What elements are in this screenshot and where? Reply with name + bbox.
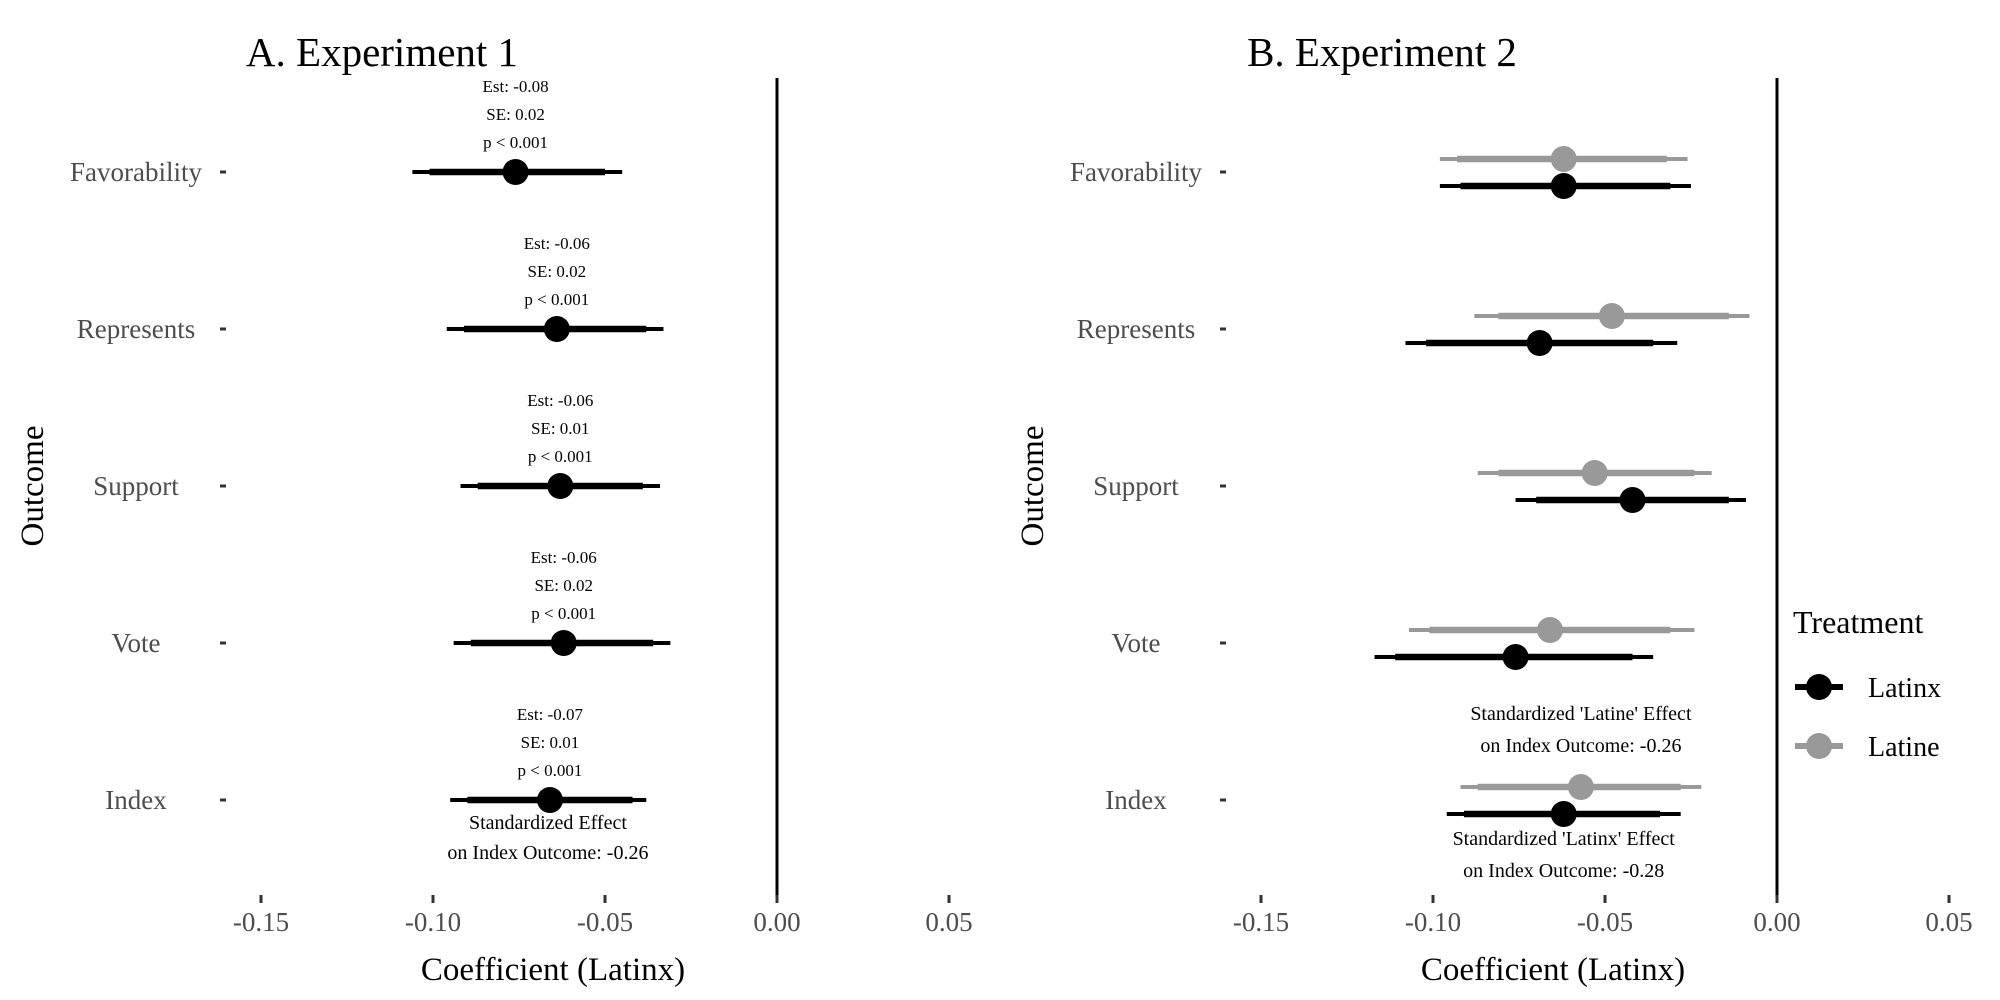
- legend-key-point-latine: [1806, 733, 1832, 759]
- x-tick-label-0-15: -0.15: [1233, 907, 1289, 937]
- y-tick-label-support: Support: [93, 471, 179, 501]
- x-tick-label-0-05: -0.05: [577, 907, 633, 937]
- panel-experiment-2: B. Experiment 2 Outcome Coefficient (Lat…: [1015, 29, 1973, 988]
- annotation-index-line-2: SE: 0.01: [521, 733, 580, 752]
- latine-standardized-note-line-2: on Index Outcome: -0.26: [1480, 735, 1681, 757]
- panel-experiment-1: A. Experiment 1 Outcome Coefficient (Lat…: [15, 29, 973, 988]
- annotation-support-line-1: Est: -0.06: [527, 391, 593, 410]
- annotation-favorability-line-1: Est: -0.08: [483, 77, 549, 96]
- y-tick-label-index: Index: [105, 785, 167, 815]
- point-estimate-latinx-support: [547, 473, 574, 499]
- point-estimate-latine-index: [1567, 774, 1594, 800]
- panel-b-x-axis-title: Coefficient (Latinx): [1421, 952, 1685, 988]
- y-tick-label-vote: Vote: [111, 628, 160, 658]
- annotation-index-line-1: Est: -0.07: [517, 705, 584, 724]
- legend-treatment: Treatment Latinx Latine: [1793, 604, 1941, 763]
- y-tick-label-favorability: Favorability: [1070, 157, 1202, 187]
- latine-standardized-note-line-1: Standardized 'Latine' Effect: [1470, 703, 1692, 725]
- point-estimate-latinx-represents: [543, 316, 570, 342]
- annotation-favorability-line-2: SE: 0.02: [486, 105, 545, 124]
- x-tick-label-0-10: -0.10: [1405, 907, 1461, 937]
- y-tick-label-represents: Represents: [1077, 314, 1195, 344]
- annotation-represents-line-2: SE: 0.02: [528, 262, 587, 281]
- latinx-standardized-note-line-1: Standardized 'Latinx' Effect: [1453, 828, 1676, 850]
- y-tick-label-favorability: Favorability: [70, 157, 202, 187]
- annotation-represents-line-1: Est: -0.06: [524, 234, 590, 253]
- panel-a-y-axis-title: Outcome: [15, 426, 51, 547]
- annotation-support-line-2: SE: 0.01: [531, 419, 590, 438]
- panel-a-standardized-note-line-1: Standardized Effect: [469, 812, 627, 834]
- point-estimate-latine-support: [1581, 460, 1608, 486]
- x-tick-label-0-05: -0.05: [1577, 907, 1633, 937]
- point-estimate-latine-vote: [1536, 617, 1563, 643]
- panel-b-title: B. Experiment 2: [1247, 29, 1517, 75]
- point-estimate-latinx-vote: [1502, 644, 1529, 670]
- x-tick-label-0-05: 0.05: [1925, 907, 1972, 937]
- panel-b-y-axis-title: Outcome: [1015, 426, 1051, 547]
- point-estimate-latinx-index: [1550, 801, 1577, 827]
- point-estimate-latinx-index: [536, 787, 563, 813]
- panel-a-x-axis-title: Coefficient (Latinx): [421, 952, 685, 988]
- y-tick-label-index: Index: [1105, 785, 1167, 815]
- latinx-standardized-note-line-2: on Index Outcome: -0.28: [1463, 860, 1664, 882]
- panel-a-standardized-note-line-2: on Index Outcome: -0.26: [447, 842, 648, 864]
- annotation-index-line-3: p < 0.001: [518, 761, 583, 780]
- panel-a-title: A. Experiment 1: [246, 29, 518, 75]
- annotation-represents-line-3: p < 0.001: [524, 290, 589, 309]
- point-estimate-latinx-support: [1619, 487, 1646, 513]
- legend-item-latine: Latine: [1795, 732, 1940, 763]
- y-tick-label-support: Support: [1093, 471, 1179, 501]
- annotation-support-line-3: p < 0.001: [528, 447, 593, 466]
- legend-key-point-latinx: [1806, 674, 1832, 700]
- legend-item-latinx: Latinx: [1795, 673, 1941, 704]
- legend-label-latine: Latine: [1868, 732, 1940, 763]
- point-estimate-latine-represents: [1598, 303, 1625, 329]
- x-tick-label-0-00: 0.00: [753, 907, 800, 937]
- point-estimate-latinx-favorability: [502, 159, 529, 185]
- annotation-vote-line-3: p < 0.001: [531, 604, 596, 623]
- point-estimate-latinx-represents: [1526, 330, 1553, 356]
- legend-label-latinx: Latinx: [1868, 673, 1941, 704]
- point-estimate-latinx-favorability: [1550, 173, 1577, 199]
- x-tick-label-0-05: 0.05: [925, 907, 972, 937]
- point-estimate-latine-favorability: [1550, 146, 1577, 172]
- legend-title: Treatment: [1793, 604, 1923, 640]
- x-tick-label-0-15: -0.15: [233, 907, 289, 937]
- x-tick-label-0-00: 0.00: [1753, 907, 1800, 937]
- annotation-vote-line-2: SE: 0.02: [534, 576, 593, 595]
- x-tick-label-0-10: -0.10: [405, 907, 461, 937]
- annotation-vote-line-1: Est: -0.06: [531, 548, 597, 567]
- annotation-favorability-line-3: p < 0.001: [483, 133, 548, 152]
- y-tick-label-vote: Vote: [1111, 628, 1160, 658]
- y-tick-label-represents: Represents: [77, 314, 195, 344]
- point-estimate-latinx-vote: [550, 630, 577, 656]
